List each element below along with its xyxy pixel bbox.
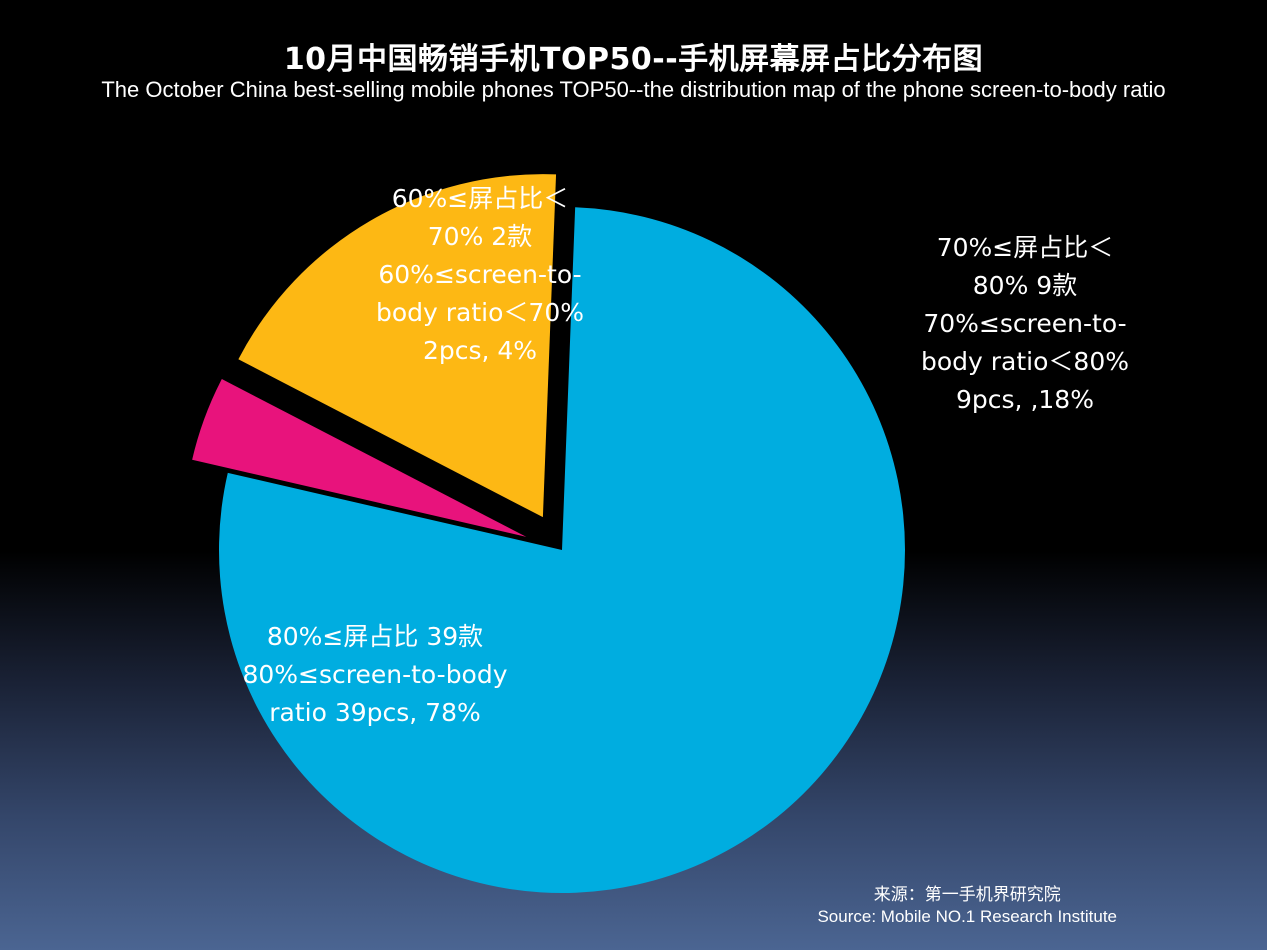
source-note: 来源：第一手机界研究院 Source: Mobile NO.1 Research… <box>817 884 1117 928</box>
chart-title: 10月中国畅销手机TOP50--手机屏幕屏占比分布图 <box>283 42 984 77</box>
slice-label-70-80: 70%≤屏占比＜ 80% 9款 70%≤screen-to- body rati… <box>921 233 1129 414</box>
source-en: Source: Mobile NO.1 Research Institute <box>817 907 1117 926</box>
chart-subtitle: The October China best-selling mobile ph… <box>101 77 1166 102</box>
pie-slice-70-80 <box>238 174 557 518</box>
slice-label-60-70: 60%≤屏占比＜ 70% 2款 60%≤screen-to- body rati… <box>376 184 584 365</box>
source-cn: 来源：第一手机界研究院 <box>873 885 1061 904</box>
slice-label-80-plus: 80%≤屏占比 39款 80%≤screen-to-body ratio 39p… <box>242 622 508 727</box>
pie-slice-60-70 <box>192 379 527 537</box>
pie-slice-80-plus <box>219 207 905 894</box>
